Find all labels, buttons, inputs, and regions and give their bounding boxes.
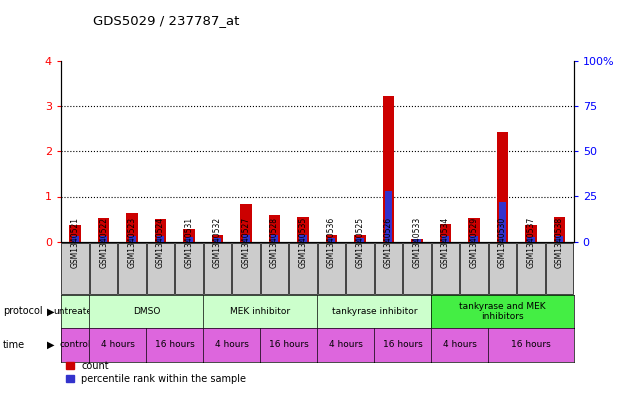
Bar: [271, 235, 278, 242]
Text: untreated: untreated: [53, 307, 97, 316]
Text: GSM1340525: GSM1340525: [356, 217, 365, 268]
Bar: [328, 238, 335, 242]
Bar: [383, 96, 394, 242]
Text: 16 hours: 16 hours: [511, 340, 551, 349]
Text: GSM1340533: GSM1340533: [413, 217, 422, 268]
Text: time: time: [3, 340, 26, 350]
FancyBboxPatch shape: [432, 243, 459, 294]
Bar: [240, 204, 252, 242]
FancyBboxPatch shape: [375, 243, 402, 294]
Text: GSM1340536: GSM1340536: [327, 217, 336, 268]
Bar: [525, 224, 537, 242]
Text: 4 hours: 4 hours: [443, 340, 477, 349]
Bar: [326, 235, 337, 242]
Bar: [212, 235, 223, 242]
Bar: [126, 213, 138, 242]
Bar: [440, 224, 451, 242]
Text: MEK inhibitor: MEK inhibitor: [230, 307, 290, 316]
FancyBboxPatch shape: [403, 243, 431, 294]
Text: 4 hours: 4 hours: [101, 340, 135, 349]
Text: GSM1340534: GSM1340534: [441, 217, 450, 268]
Bar: [72, 236, 79, 242]
Bar: [185, 237, 193, 242]
Text: protocol: protocol: [3, 307, 43, 316]
FancyBboxPatch shape: [176, 243, 203, 294]
FancyBboxPatch shape: [147, 243, 174, 294]
Bar: [385, 191, 392, 242]
Bar: [297, 217, 309, 242]
FancyBboxPatch shape: [233, 243, 260, 294]
FancyBboxPatch shape: [460, 243, 488, 294]
Text: control: control: [60, 340, 91, 349]
Text: GSM1340528: GSM1340528: [270, 217, 279, 268]
Bar: [356, 238, 363, 242]
Text: ▶: ▶: [47, 307, 54, 316]
Bar: [497, 132, 508, 242]
Text: GSM1340530: GSM1340530: [498, 217, 507, 268]
Bar: [100, 236, 107, 242]
Bar: [299, 235, 306, 242]
Bar: [269, 215, 280, 242]
Text: GDS5029 / 237787_at: GDS5029 / 237787_at: [93, 14, 239, 27]
FancyBboxPatch shape: [261, 243, 288, 294]
Text: GSM1340527: GSM1340527: [242, 217, 251, 268]
Text: GSM1340521: GSM1340521: [71, 217, 79, 268]
FancyBboxPatch shape: [545, 243, 573, 294]
Text: GSM1340532: GSM1340532: [213, 217, 222, 268]
Text: 16 hours: 16 hours: [383, 340, 422, 349]
Text: ▶: ▶: [47, 340, 54, 350]
Text: GSM1340529: GSM1340529: [469, 217, 478, 268]
Text: GSM1340531: GSM1340531: [185, 217, 194, 268]
Text: 4 hours: 4 hours: [215, 340, 249, 349]
FancyBboxPatch shape: [204, 243, 231, 294]
Text: tankyrase inhibitor: tankyrase inhibitor: [331, 307, 417, 316]
FancyBboxPatch shape: [318, 243, 345, 294]
FancyBboxPatch shape: [119, 243, 146, 294]
Bar: [412, 239, 422, 242]
Text: 4 hours: 4 hours: [329, 340, 363, 349]
Bar: [354, 235, 366, 242]
Bar: [413, 239, 420, 242]
FancyBboxPatch shape: [517, 243, 545, 294]
Bar: [98, 218, 110, 242]
Bar: [214, 238, 221, 242]
Text: 16 hours: 16 hours: [269, 340, 309, 349]
Bar: [499, 202, 506, 242]
FancyBboxPatch shape: [489, 243, 516, 294]
Bar: [155, 219, 166, 242]
Legend: count, percentile rank within the sample: count, percentile rank within the sample: [66, 361, 246, 384]
Bar: [129, 236, 136, 242]
Bar: [442, 236, 449, 242]
Bar: [469, 218, 479, 242]
FancyBboxPatch shape: [62, 243, 89, 294]
FancyBboxPatch shape: [346, 243, 374, 294]
FancyBboxPatch shape: [90, 243, 117, 294]
FancyBboxPatch shape: [289, 243, 317, 294]
Bar: [556, 236, 563, 242]
Text: GSM1340537: GSM1340537: [526, 217, 535, 268]
Text: GSM1340523: GSM1340523: [128, 217, 137, 268]
Text: GSM1340524: GSM1340524: [156, 217, 165, 268]
Text: 16 hours: 16 hours: [155, 340, 195, 349]
Text: tankyrase and MEK
inhibitors: tankyrase and MEK inhibitors: [459, 302, 545, 321]
Text: GSM1340535: GSM1340535: [299, 217, 308, 268]
Bar: [470, 236, 478, 242]
Bar: [554, 217, 565, 242]
Bar: [157, 236, 164, 242]
Text: GSM1340522: GSM1340522: [99, 217, 108, 268]
Bar: [528, 237, 535, 242]
Text: DMSO: DMSO: [133, 307, 160, 316]
Bar: [69, 224, 81, 242]
Text: GSM1340526: GSM1340526: [384, 217, 393, 268]
Bar: [183, 229, 195, 242]
Bar: [242, 235, 249, 242]
Text: GSM1340538: GSM1340538: [555, 217, 564, 268]
